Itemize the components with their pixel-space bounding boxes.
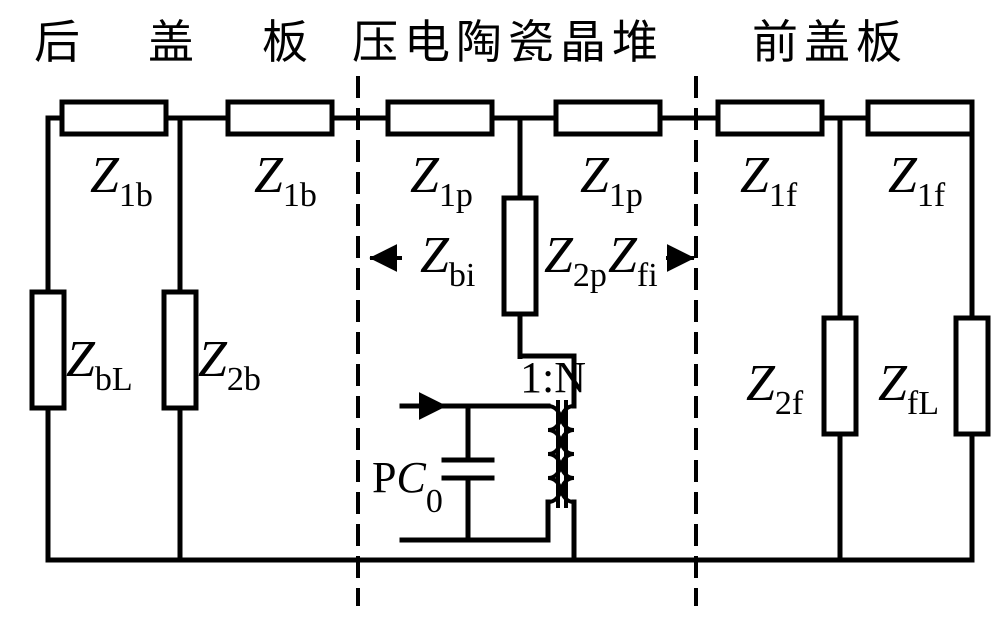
resistor-z1b-l (62, 102, 166, 134)
resistor-z1f-r (868, 102, 972, 134)
resistor-z2p (504, 198, 536, 314)
hdr-back: 后盖板 (34, 17, 376, 68)
resistor-z2f (824, 318, 856, 434)
resistor-z1p-r (556, 102, 660, 134)
resistor-z1b-r (228, 102, 332, 134)
resistor-zfl (956, 318, 988, 434)
resistor-zbl (32, 292, 64, 408)
circuit-diagram: 后盖板压电陶瓷晶堆前盖板Z1bZ1bZ1pZ1pZ1fZ1fZbLZ2bZ2pZ… (0, 0, 1000, 632)
hdr-piezo: 压电陶瓷晶堆 (352, 17, 664, 68)
mask-center-stem (516, 359, 524, 560)
resistor-z1f-l (718, 102, 822, 134)
resistor-z2b (164, 292, 196, 408)
resistor-z1p-l (388, 102, 492, 134)
hdr-front: 前盖板 (752, 17, 908, 68)
